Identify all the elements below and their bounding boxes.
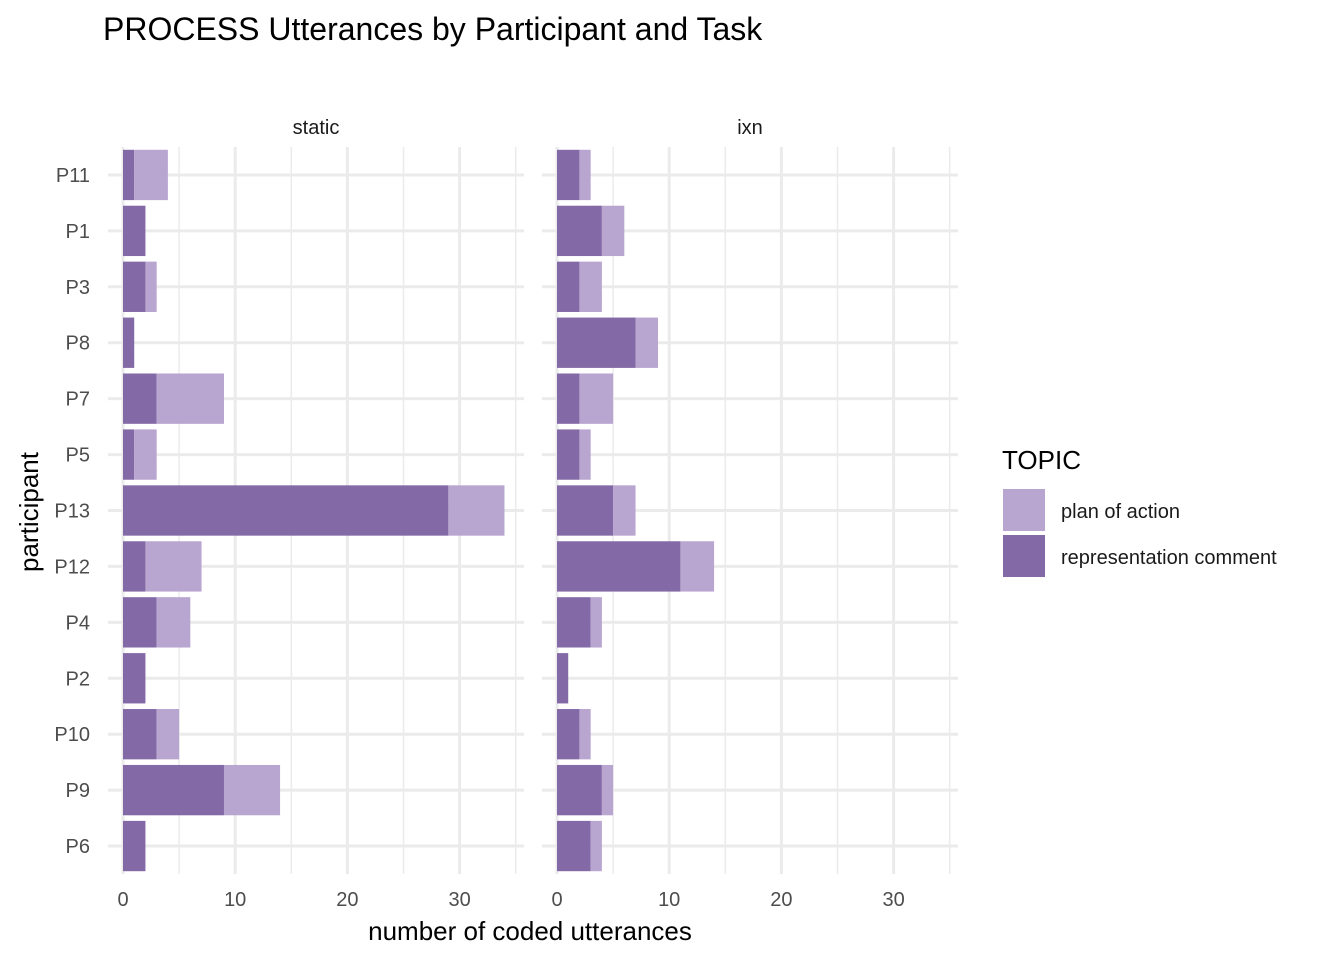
facet-label-ixn: ixn [737, 117, 763, 139]
bar-ixn-P5-representation-comment [557, 429, 580, 480]
bar-ixn-P11-plan-of-action [579, 149, 591, 201]
x-tick-label: 30 [882, 889, 904, 911]
y-tick-label-P3: P3 [66, 277, 90, 299]
legend: TOPIC plan of action representation comme… [1002, 445, 1277, 577]
bar-static-P5-plan-of-action [134, 429, 157, 480]
x-tick-label: 0 [117, 889, 128, 911]
bar-static-P9-plan-of-action [223, 764, 281, 816]
legend-key-plan-of-action [1003, 489, 1045, 531]
facet-label-static: static [293, 117, 340, 139]
bar-static-P6-representation-comment [123, 820, 146, 872]
panel-static: static 0 10 20 30 [108, 117, 524, 911]
x-tick-label: 0 [551, 889, 562, 911]
bar-static-P13-plan-of-action [448, 485, 505, 536]
legend-key-representation-comment [1003, 535, 1045, 577]
y-tick-label-P11: P11 [56, 165, 90, 187]
y-tick-label-P6: P6 [66, 836, 90, 858]
y-tick-label-P4: P4 [66, 612, 90, 634]
bar-ixn-P6-representation-comment [557, 820, 591, 872]
legend-title: TOPIC [1002, 445, 1081, 475]
bar-ixn-P12-plan-of-action [680, 541, 715, 592]
y-tick-label-P8: P8 [66, 333, 90, 355]
panel-ixn: ixn 0 10 20 30 [542, 117, 958, 911]
bar-ixn-P10-representation-comment [557, 709, 580, 760]
y-tick-label-P10: P10 [54, 724, 90, 746]
chart-title: PROCESS Utterances by Participant and Ta… [103, 11, 763, 47]
bar-ixn-P9-plan-of-action [601, 764, 614, 816]
bar-static-P1-representation-comment [123, 205, 146, 257]
bar-ixn-P8-plan-of-action [635, 317, 658, 368]
chart-panels: static 0 10 20 30 ixn 0 10 20 30 P11 P1 P3 P8 P7 P5 P13 P… [54, 117, 958, 911]
x-axis-title: number of coded utterances [368, 916, 692, 946]
bar-static-P5-representation-comment [123, 429, 135, 480]
x-tick-label: 10 [658, 889, 680, 911]
y-axis-title: participant [14, 451, 44, 572]
bar-static-P8-representation-comment [123, 317, 135, 368]
bar-ixn-P6-plan-of-action [590, 820, 602, 872]
x-tick-label: 30 [448, 889, 470, 911]
y-tick-label-P7: P7 [66, 389, 90, 411]
bar-ixn-P10-plan-of-action [579, 709, 591, 760]
x-tick-label: 20 [336, 889, 358, 911]
y-tick-label-P1: P1 [66, 221, 90, 243]
bar-static-P10-plan-of-action [156, 709, 180, 760]
bar-static-P4-plan-of-action [156, 597, 191, 648]
bar-ixn-P12-representation-comment [557, 541, 681, 592]
bar-ixn-P1-representation-comment [557, 205, 602, 257]
bar-ixn-P5-plan-of-action [579, 429, 591, 480]
bar-ixn-P8-representation-comment [557, 317, 636, 368]
bar-ixn-P7-plan-of-action [579, 373, 614, 424]
bar-static-P12-representation-comment [123, 541, 146, 592]
x-tick-label: 20 [770, 889, 792, 911]
bar-ixn-P1-plan-of-action [601, 205, 625, 257]
bar-ixn-P9-representation-comment [557, 764, 602, 816]
bar-static-P10-representation-comment [123, 709, 157, 760]
bar-ixn-P4-plan-of-action [590, 597, 602, 648]
bar-static-P9-representation-comment [123, 764, 224, 816]
bar-ixn-P13-plan-of-action [613, 485, 636, 536]
bar-static-P7-plan-of-action [156, 373, 224, 424]
bar-static-P11-plan-of-action [134, 149, 168, 201]
y-tick-label-P13: P13 [54, 501, 90, 523]
bar-static-P4-representation-comment [123, 597, 157, 648]
legend-label-plan-of-action: plan of action [1061, 501, 1180, 523]
bar-ixn-P13-representation-comment [557, 485, 614, 536]
y-tick-label-P2: P2 [66, 668, 90, 690]
bar-ixn-P2-representation-comment [557, 653, 569, 704]
y-tick-label-P5: P5 [66, 445, 90, 467]
bar-ixn-P3-plan-of-action [579, 261, 602, 312]
bar-static-P11-representation-comment [123, 149, 135, 201]
legend-label-representation-comment: representation comment [1061, 547, 1277, 569]
bar-static-P2-representation-comment [123, 653, 146, 704]
bar-static-P12-plan-of-action [145, 541, 202, 592]
x-tick-label: 10 [224, 889, 246, 911]
bar-static-P13-representation-comment [123, 485, 449, 536]
y-tick-label-P12: P12 [54, 556, 90, 578]
bar-static-P7-representation-comment [123, 373, 157, 424]
bar-ixn-P3-representation-comment [557, 261, 580, 312]
bar-ixn-P4-representation-comment [557, 597, 591, 648]
bar-static-P3-plan-of-action [145, 261, 157, 312]
bar-static-P3-representation-comment [123, 261, 146, 312]
bar-ixn-P11-representation-comment [557, 149, 580, 201]
bar-ixn-P7-representation-comment [557, 373, 580, 424]
y-tick-label-P9: P9 [66, 780, 90, 802]
